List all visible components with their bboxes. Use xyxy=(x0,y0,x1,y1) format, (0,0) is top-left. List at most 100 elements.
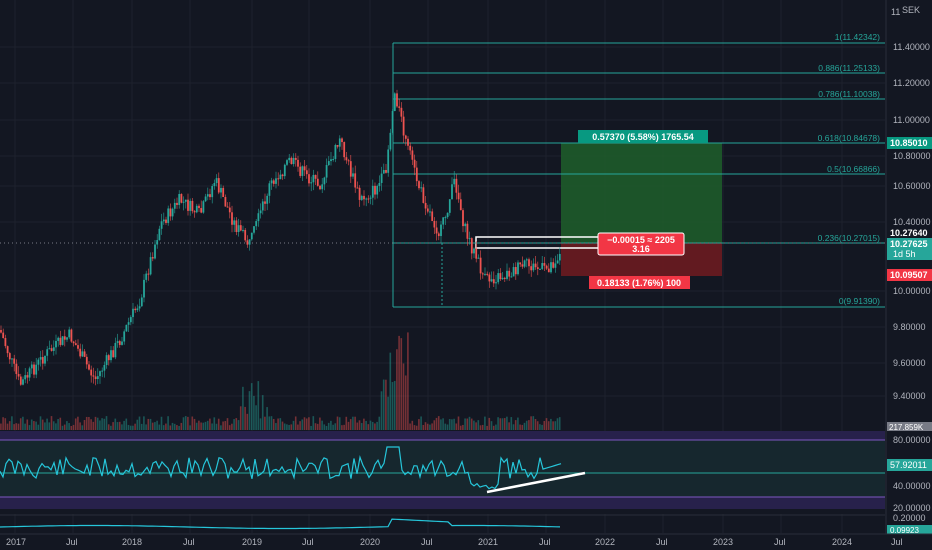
volume-bar xyxy=(415,425,418,430)
volume-bar xyxy=(200,422,202,430)
entry-label-qty: −0.00015 ≈ 2205 xyxy=(607,235,675,245)
candle-body xyxy=(477,257,480,259)
candle-body xyxy=(301,166,304,176)
price-tick: 10.80000 xyxy=(893,151,931,161)
candle-body xyxy=(534,263,537,268)
volume-bar xyxy=(506,416,508,430)
candle-body xyxy=(182,201,185,203)
candle-body xyxy=(211,186,214,198)
volume-bar xyxy=(15,423,18,430)
volume-bar xyxy=(316,423,319,430)
volume-bar xyxy=(13,424,15,430)
volume-bar xyxy=(138,416,141,430)
candle-body xyxy=(283,164,286,177)
candle-body xyxy=(345,157,348,161)
volume-bar xyxy=(257,381,260,430)
volume-bar xyxy=(250,383,253,430)
candle-body xyxy=(255,221,258,227)
candle-body xyxy=(539,268,541,270)
price-axis[interactable]: 11 SEK 11.40000 11.20000 11.00000 10.800… xyxy=(891,5,931,401)
volume-bar xyxy=(242,386,244,430)
candle-body xyxy=(99,371,101,377)
candle-body xyxy=(514,267,517,275)
candle-body xyxy=(517,262,519,275)
candle-body xyxy=(411,150,414,160)
volume-bar xyxy=(171,422,174,430)
time-axis[interactable]: 2017 Jul 2018 Jul 2019 Jul 2020 Jul 2021… xyxy=(6,537,903,547)
volume-bar xyxy=(547,421,550,430)
time-tick: Jul xyxy=(302,537,314,547)
volume-bar xyxy=(543,421,546,430)
candle-body xyxy=(299,166,302,176)
candle-body xyxy=(484,273,486,275)
volume-bar xyxy=(70,425,73,430)
candle-body xyxy=(79,348,82,357)
target-zone[interactable] xyxy=(561,143,722,243)
candle-body xyxy=(103,364,106,371)
volume-bar xyxy=(288,424,290,430)
candle-body xyxy=(497,273,500,283)
volume-bar xyxy=(162,425,165,430)
volume-bar xyxy=(433,420,436,430)
volume-bar xyxy=(204,421,207,430)
volume-bar xyxy=(103,418,106,430)
volume-bar xyxy=(345,416,348,430)
candle-body xyxy=(77,345,79,349)
indicator-value-tag xyxy=(887,525,932,534)
candle-body xyxy=(501,277,504,280)
volume-bar xyxy=(354,416,356,430)
candle-body xyxy=(4,338,7,347)
volume-bar xyxy=(409,423,411,430)
volume-bar xyxy=(297,424,299,430)
candlesticks[interactable] xyxy=(0,89,561,386)
candle-body xyxy=(281,174,284,177)
candle-body xyxy=(246,240,249,245)
volume-bar xyxy=(477,420,480,430)
candle-body xyxy=(343,142,346,158)
volume-bar xyxy=(50,416,53,430)
volume-bar xyxy=(552,421,554,430)
volume-bar xyxy=(495,424,497,430)
candle-body xyxy=(424,202,427,209)
volume-bar xyxy=(484,416,486,430)
candle-body xyxy=(220,187,222,193)
price-tick: 11.40000 xyxy=(893,42,930,52)
entry-label-ratio: 3.16 xyxy=(632,244,650,254)
candle-body xyxy=(26,375,29,378)
volume-bar xyxy=(532,416,535,430)
volume-bar xyxy=(165,423,167,430)
candle-body xyxy=(112,350,115,358)
volume-bar xyxy=(83,419,86,430)
candle-body xyxy=(338,138,341,147)
candle-body xyxy=(253,226,255,233)
volume-bar xyxy=(451,419,453,430)
volume-bar xyxy=(393,380,396,430)
volume-bar xyxy=(116,422,119,430)
volume-bar xyxy=(352,416,354,430)
volume-bar xyxy=(501,418,504,430)
rsi-trendline[interactable] xyxy=(486,471,586,494)
candle-body xyxy=(114,342,117,358)
candle-body xyxy=(448,199,451,213)
volume-bar xyxy=(63,424,66,430)
volume-bar xyxy=(248,391,251,430)
fib-label-05: 0.5(10.66866) xyxy=(827,164,880,174)
volume-bar xyxy=(213,417,216,430)
volume-bar xyxy=(475,422,477,430)
target-price: 10.85010 xyxy=(890,138,928,148)
candle-body xyxy=(323,177,326,185)
candle-body xyxy=(176,202,178,205)
candle-body xyxy=(475,248,478,259)
candle-body xyxy=(336,144,339,147)
candle-body xyxy=(358,187,361,200)
volume-bar xyxy=(176,425,178,430)
candle-body xyxy=(270,180,273,184)
candle-body xyxy=(457,192,460,200)
volume-bar xyxy=(479,425,482,430)
stop-label-box xyxy=(589,276,690,289)
candle-body xyxy=(305,170,308,175)
candle-body xyxy=(162,219,165,222)
volume-bar xyxy=(195,422,198,430)
candle-body xyxy=(512,267,515,277)
